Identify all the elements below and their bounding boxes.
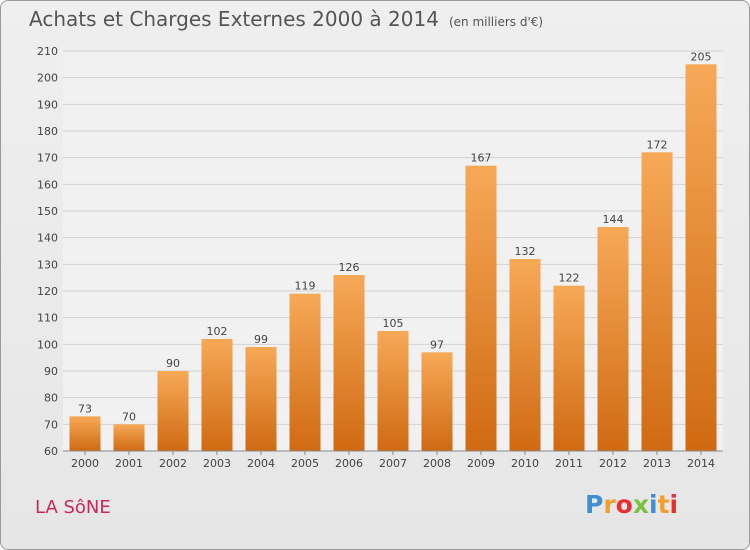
bar-2008 (421, 352, 453, 451)
x-tick-label: 2005 (291, 457, 319, 470)
chart-title-text: Achats et Charges Externes 2000 à 2014 (29, 7, 439, 31)
bar-2004 (245, 347, 277, 451)
logo-letter: i (669, 490, 679, 519)
data-label: 144 (603, 213, 624, 226)
x-tick-label: 2002 (159, 457, 187, 470)
bar-2005 (289, 293, 321, 451)
bar-2002 (157, 371, 189, 451)
data-labels: 73 70 90 102 99 119 126 105 97 167 132 122 144 172 205 (78, 50, 712, 423)
chart-title: Achats et Charges Externes 2000 à 2014 (e… (29, 7, 543, 31)
place-name: LA SôNE (35, 497, 111, 518)
x-tick-label: 2008 (423, 457, 451, 470)
bar-2010 (509, 259, 541, 451)
data-label: 73 (78, 402, 92, 415)
y-tick-label: 130 (37, 258, 58, 271)
y-tick-label: 110 (37, 312, 58, 325)
bar-2014 (685, 64, 717, 452)
data-label: 70 (122, 410, 136, 423)
x-tick-label: 2011 (555, 457, 583, 470)
data-label: 126 (339, 261, 360, 274)
data-label: 90 (166, 357, 180, 370)
bar-2009 (465, 165, 497, 451)
bar-2006 (333, 275, 365, 451)
x-tick-label: 2001 (115, 457, 143, 470)
data-label: 122 (559, 272, 580, 285)
logo-letter: x (632, 490, 649, 519)
x-tick-label: 2014 (687, 457, 715, 470)
data-label: 172 (647, 138, 668, 151)
bars (69, 64, 717, 452)
y-tick-label: 200 (37, 72, 58, 85)
y-tick-label: 100 (37, 338, 58, 351)
proxiti-logo: Proxiti (585, 490, 678, 519)
logo-letter: r (603, 490, 616, 519)
data-label: 167 (471, 152, 492, 165)
logo-letter: i (649, 490, 658, 519)
y-axis: 60 70 80 90 100 110 120 130 140 150 160 170 180 190 20… (37, 45, 58, 458)
bar-2003 (201, 339, 233, 451)
data-label: 99 (254, 333, 268, 346)
x-tick-label: 2012 (599, 457, 627, 470)
x-tick-label: 2003 (203, 457, 231, 470)
data-label: 105 (383, 317, 404, 330)
chart-unit: (en milliers d'€) (448, 15, 544, 29)
y-tick-label: 70 (44, 418, 58, 431)
logo-letter: o (615, 490, 633, 519)
data-label: 205 (691, 50, 712, 63)
bar-2000 (69, 416, 101, 451)
bar-2001 (113, 424, 145, 451)
y-tick-label: 150 (37, 205, 58, 218)
y-tick-label: 190 (37, 98, 58, 111)
logo-letter: t (657, 490, 670, 519)
y-tick-label: 160 (37, 178, 58, 191)
x-tick-label: 2010 (511, 457, 539, 470)
data-label: 102 (207, 325, 228, 338)
x-axis: 2000 2001 2002 2003 2004 2005 2006 2007 2008 2009… (63, 450, 723, 470)
data-label: 119 (295, 280, 316, 293)
y-tick-label: 180 (37, 125, 58, 138)
bar-2011 (553, 285, 585, 451)
bar-2012 (597, 227, 629, 451)
logo-letter: P (585, 490, 604, 519)
y-tick-label: 210 (37, 45, 58, 58)
data-label: 132 (515, 245, 536, 258)
x-tick-label: 2000 (71, 457, 99, 470)
bar-2007 (377, 331, 409, 451)
y-tick-label: 80 (44, 392, 58, 405)
y-tick-label: 170 (37, 152, 58, 165)
x-tick-label: 2006 (335, 457, 363, 470)
bar-2013 (641, 152, 673, 452)
data-label: 97 (430, 338, 444, 351)
x-tick-label: 2007 (379, 457, 407, 470)
y-tick-label: 120 (37, 285, 58, 298)
y-tick-label: 90 (44, 365, 58, 378)
x-tick-label: 2004 (247, 457, 275, 470)
y-tick-label: 60 (44, 445, 58, 458)
y-tick-label: 140 (37, 232, 58, 245)
x-tick-label: 2013 (643, 457, 671, 470)
x-tick-label: 2009 (467, 457, 495, 470)
